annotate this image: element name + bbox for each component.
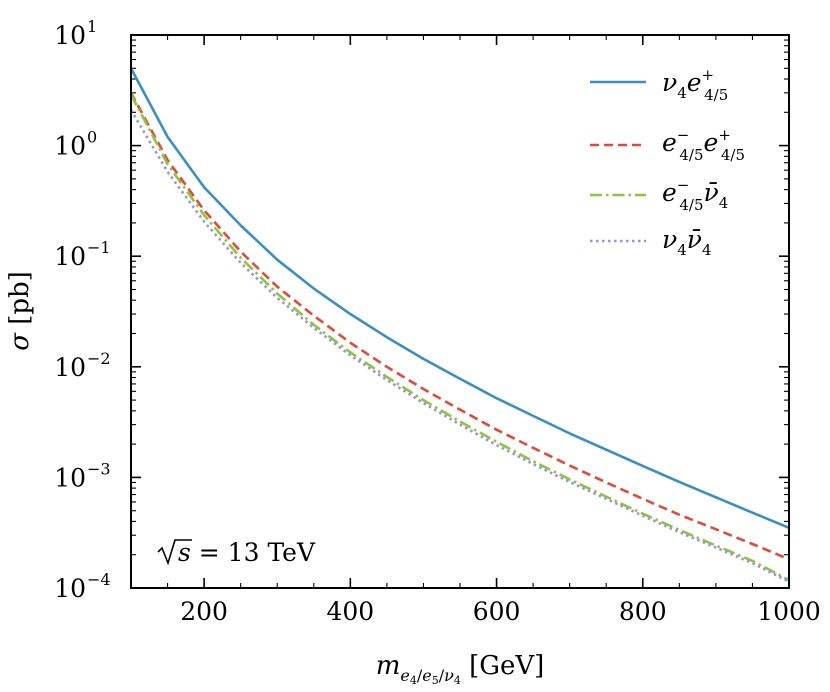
y-tick-base: 10 — [54, 463, 86, 492]
annotation-text: s = 13 TeV — [178, 538, 316, 567]
y-tick-exponent: 1 — [87, 17, 97, 36]
energy-annotation: s = 13 TeV — [157, 538, 316, 567]
y-tick-exponent: 0 — [87, 128, 97, 147]
y-tick-label: 10 — [54, 21, 86, 50]
y-tick-base: 10 — [54, 132, 86, 161]
y-tick-base: 10 — [54, 21, 86, 50]
series-layer — [129, 67, 790, 583]
series-line-1 — [129, 92, 790, 561]
y-tick-base: 10 — [54, 574, 86, 603]
y-tick-label: 10 — [54, 574, 86, 603]
y-tick-label: 10 — [54, 353, 86, 382]
y-tick-label: 10 — [54, 132, 86, 161]
x-tick-label: 800 — [619, 597, 667, 626]
x-tick-label: 600 — [473, 597, 521, 626]
plot-area — [131, 35, 789, 588]
y-tick-label: 10 — [54, 242, 86, 271]
y-tick-exponent: −1 — [87, 238, 111, 257]
y-tick-exponent: −2 — [87, 349, 111, 368]
series-line-0 — [129, 67, 790, 530]
y-tick-base: 10 — [54, 242, 86, 271]
y-tick-label: 10 — [54, 463, 86, 492]
x-axis-label: me4/e5/ν4 [GeV] — [376, 651, 545, 687]
y-tick-exponent: −3 — [87, 459, 111, 478]
y-tick-base: 10 — [54, 353, 86, 382]
sqrt-symbol — [157, 539, 192, 566]
y-tick-exponent: −4 — [87, 570, 111, 589]
plot-frame — [130, 34, 790, 589]
x-tick-label: 200 — [180, 597, 228, 626]
y-axis-label: σ [pb] — [5, 271, 35, 351]
x-tick-label: 400 — [326, 597, 374, 626]
series-line-2 — [129, 93, 790, 582]
series-line-3 — [129, 109, 790, 583]
x-tick-label: 1000 — [757, 597, 821, 626]
